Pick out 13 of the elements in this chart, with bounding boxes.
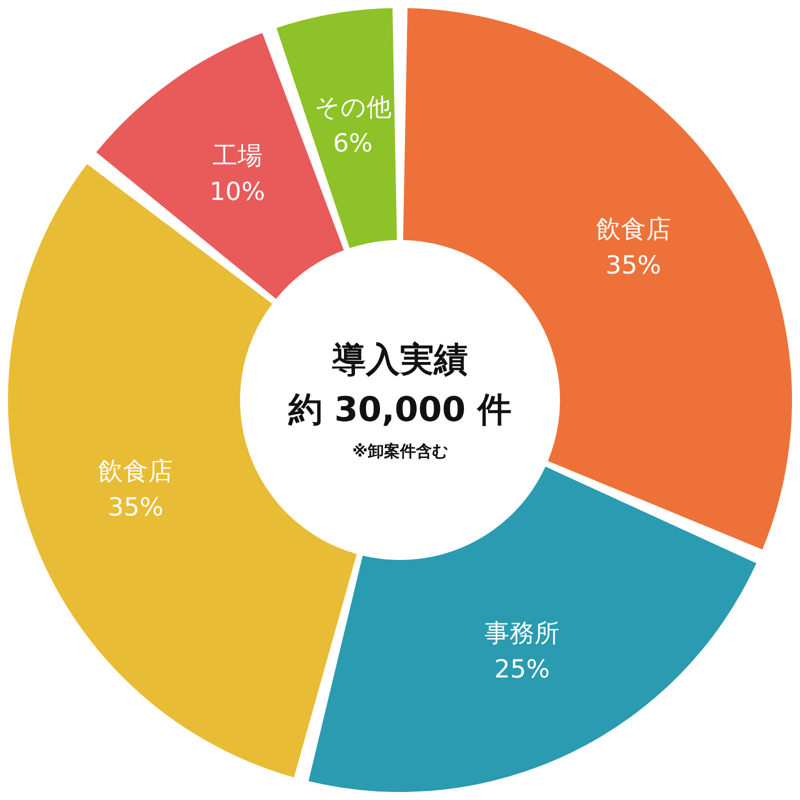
- slice-label: 飲食店: [98, 456, 174, 486]
- data-label: 35%: [108, 492, 164, 522]
- data-label: 10%: [210, 176, 266, 206]
- slice-label: 工場: [212, 140, 262, 170]
- data-label: 35%: [606, 250, 662, 280]
- text: ※卸案件含む: [352, 442, 448, 460]
- text: 約 30,000 件: [288, 390, 512, 430]
- slice-label: 飲食店: [596, 214, 671, 244]
- data-label: 6%: [333, 128, 373, 158]
- data-label: 25%: [494, 654, 550, 684]
- slice-label: その他: [314, 92, 392, 122]
- text: 導入実績: [331, 340, 468, 380]
- slice-label: 事務所: [484, 618, 560, 648]
